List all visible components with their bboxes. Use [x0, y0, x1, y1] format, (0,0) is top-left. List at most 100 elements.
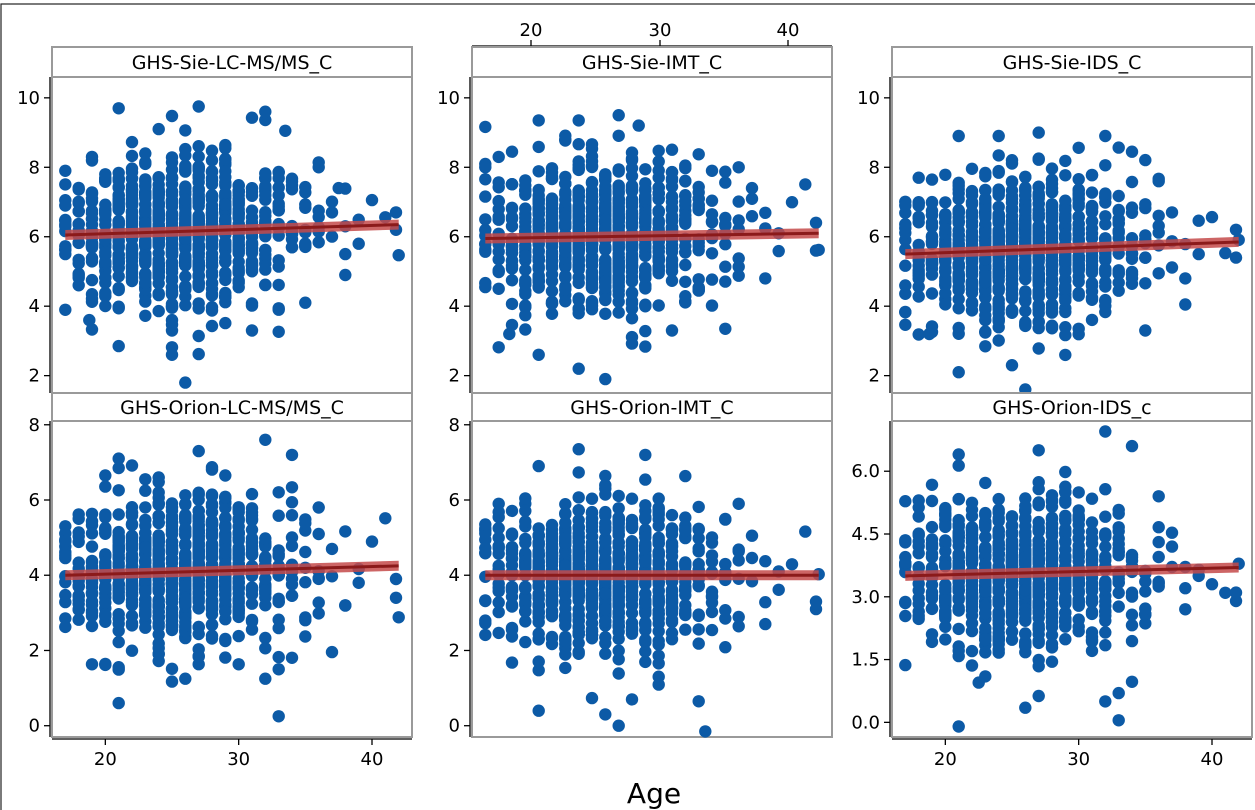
data-point [545, 297, 559, 310]
data-point [939, 604, 952, 618]
data-point [1045, 539, 1059, 552]
data-point [1019, 499, 1032, 513]
data-point [139, 309, 152, 322]
data-point [639, 510, 652, 524]
data-point [585, 520, 599, 533]
data-point [219, 198, 232, 211]
data-point [165, 593, 179, 606]
data-point [665, 242, 679, 255]
data-point [192, 297, 205, 310]
data-point [139, 147, 152, 160]
data-point [179, 619, 192, 633]
data-point [392, 611, 405, 624]
data-point [1019, 292, 1032, 306]
data-point [625, 492, 639, 505]
data-point [312, 161, 325, 174]
data-point [112, 261, 125, 274]
data-point [1005, 580, 1019, 593]
data-point [192, 160, 205, 173]
data-point [179, 376, 192, 389]
panel-5-points [479, 443, 825, 738]
data-point [112, 508, 125, 521]
y-tick-label: 2 [449, 640, 460, 661]
data-point [992, 528, 1005, 542]
data-point [679, 524, 692, 538]
data-point [312, 596, 325, 609]
data-point [192, 175, 205, 189]
data-point [165, 608, 179, 622]
data-point [612, 653, 625, 666]
data-point [532, 208, 545, 221]
data-point [912, 609, 925, 623]
data-point [809, 595, 823, 608]
data-point [639, 499, 652, 512]
data-point [705, 549, 719, 562]
data-point [572, 553, 585, 567]
data-point [925, 478, 939, 491]
data-point [632, 119, 645, 132]
data-point [72, 526, 85, 539]
data-point [545, 166, 559, 179]
data-point [639, 473, 652, 486]
data-point [599, 201, 612, 214]
data-point [389, 591, 403, 604]
data-point [165, 552, 179, 565]
data-point [232, 244, 245, 257]
data-point [692, 609, 705, 623]
data-point [505, 202, 519, 216]
data-point [612, 197, 625, 210]
data-point [492, 210, 505, 223]
data-point [179, 510, 192, 523]
data-point [312, 607, 325, 620]
data-point [1085, 214, 1099, 228]
data-point [925, 220, 939, 233]
data-point [99, 218, 112, 232]
data-point [219, 543, 232, 556]
panel-5-title: GHS-Orion-IMT_C [570, 397, 733, 419]
data-point [1032, 622, 1045, 635]
data-point [219, 651, 232, 664]
data-point [559, 516, 572, 529]
data-point [72, 269, 85, 282]
data-point [745, 192, 759, 205]
data-point [679, 275, 692, 288]
data-point [1032, 689, 1045, 703]
data-point [259, 189, 272, 202]
data-point [1072, 250, 1085, 263]
panel-3-fit [905, 236, 1239, 260]
data-point [125, 517, 139, 531]
data-point [505, 212, 519, 226]
panel-4-frame [51, 420, 413, 738]
y-tick-label: 2 [869, 366, 880, 387]
data-point [1045, 254, 1059, 267]
data-point [912, 199, 925, 212]
data-point [559, 634, 572, 647]
data-point [259, 209, 272, 223]
data-point [979, 476, 992, 490]
data-point [1019, 304, 1032, 318]
data-point [625, 552, 639, 565]
data-point [799, 525, 812, 538]
y-tick-label: 8 [449, 415, 460, 436]
data-point [125, 251, 139, 264]
data-point [1112, 189, 1125, 203]
data-point [532, 279, 545, 293]
data-point [639, 300, 652, 313]
data-point [699, 725, 712, 738]
panel-6-frame [891, 420, 1253, 738]
y-tick-label: 6 [449, 227, 460, 248]
data-point [992, 185, 1005, 198]
y-tick-label: 4 [449, 296, 460, 317]
data-point [232, 587, 245, 600]
data-point [205, 632, 219, 645]
data-point [652, 678, 665, 691]
data-point [1019, 171, 1032, 184]
data-point [99, 511, 112, 524]
data-point [99, 175, 112, 188]
data-point [272, 325, 285, 338]
data-point [179, 489, 192, 502]
data-point [165, 213, 179, 226]
data-point [112, 545, 125, 558]
data-point [639, 633, 652, 646]
data-point [965, 644, 979, 658]
